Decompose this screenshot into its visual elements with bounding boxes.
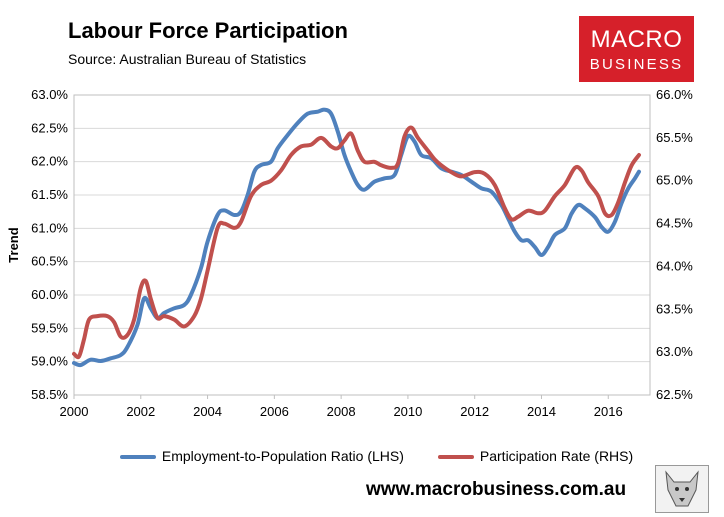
x-tick-label-8: 2016 — [594, 404, 623, 419]
y-left-tick-label-3: 60.0% — [31, 287, 68, 302]
legend-label-employment: Employment-to-Population Ratio (LHS) — [161, 448, 404, 464]
y-right-tick-label-0: 62.5% — [656, 387, 693, 402]
chart-title: Labour Force Participation — [68, 18, 348, 43]
logo-line-2: BUSINESS — [589, 56, 684, 73]
macrobusiness-logo: MACRO BUSINESS — [579, 16, 694, 82]
y-right-tick-label-2: 63.5% — [656, 301, 693, 316]
wolf-logo-icon — [655, 465, 709, 513]
legend-swatch-employment — [120, 455, 156, 460]
y-left-tick-label-9: 63.0% — [31, 87, 68, 102]
legend-swatch-participation — [438, 455, 474, 460]
x-tick-label-6: 2012 — [460, 404, 489, 419]
y-right-tick-label-5: 65.0% — [656, 173, 693, 188]
plot-frame — [73, 94, 651, 396]
y-left-tick-label-5: 61.0% — [31, 220, 68, 235]
logo-line-1: MACRO — [590, 26, 683, 53]
y-left-tick-label-4: 60.5% — [31, 254, 68, 269]
chart-subtitle: Source: Australian Bureau of Statistics — [68, 51, 307, 67]
x-tick-label-1: 2002 — [126, 404, 155, 419]
y-left-tick-label-1: 59.0% — [31, 354, 68, 369]
y-right-tick-label-7: 66.0% — [656, 87, 693, 102]
y-right-tick-label-4: 64.5% — [656, 216, 693, 231]
y-left-tick-label-8: 62.5% — [31, 120, 68, 135]
x-tick-label-5: 2010 — [393, 404, 422, 419]
y-right-tick-label-6: 65.5% — [656, 130, 693, 145]
y-left-tick-label-0: 58.5% — [31, 387, 68, 402]
legend-label-participation: Participation Rate (RHS) — [479, 448, 634, 464]
series-line-employment — [72, 107, 641, 368]
x-tick-label-2: 2004 — [193, 404, 222, 419]
y-left-tick-label-7: 62.0% — [31, 154, 68, 169]
y-left-tick-label-2: 59.5% — [31, 320, 68, 335]
y-right-tick-label-3: 64.0% — [656, 258, 693, 273]
legend-item-employment: Employment-to-Population Ratio (LHS) — [120, 448, 404, 464]
x-tick-label-4: 2008 — [327, 404, 356, 419]
x-tick-label-0: 2000 — [60, 404, 89, 419]
y-axis-label: Trend — [6, 227, 21, 262]
y-left-tick-label-6: 61.5% — [31, 187, 68, 202]
series-line-participation — [72, 125, 641, 360]
website-url: www.macrobusiness.com.au — [366, 479, 627, 500]
y-right-tick-label-1: 63.0% — [656, 344, 693, 359]
x-tick-label-7: 2014 — [527, 404, 556, 419]
x-tick-label-3: 2006 — [260, 404, 289, 419]
legend-item-participation: Participation Rate (RHS) — [438, 448, 633, 464]
